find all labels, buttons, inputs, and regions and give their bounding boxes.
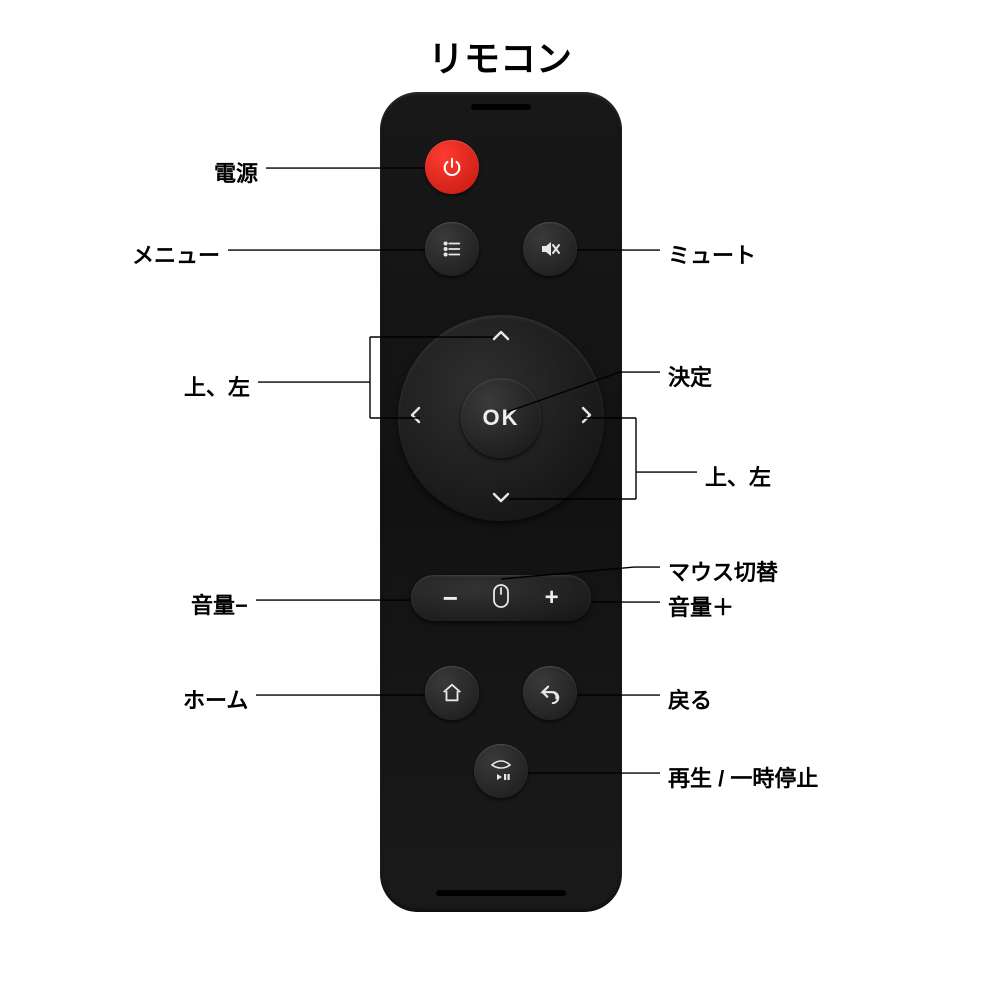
volume-down-glyph: −	[425, 583, 476, 614]
label-voldown: 音量−	[191, 588, 248, 620]
mouse-icon	[476, 583, 527, 614]
dpad-left-icon	[408, 405, 422, 431]
label-home: ホーム	[183, 683, 248, 715]
label-upleft-right: 上、左	[705, 460, 771, 492]
label-ok: 決定	[668, 360, 712, 392]
playpause-3d-icon	[487, 757, 515, 785]
dpad-up-icon	[491, 325, 511, 348]
ok-button[interactable]: OK	[461, 378, 541, 458]
power-icon	[441, 156, 463, 178]
page-title: リモコン	[0, 30, 1000, 82]
label-upleft-left: 上、左	[184, 370, 250, 402]
label-volup: 音量＋	[668, 590, 734, 622]
dpad-right-icon	[580, 405, 594, 431]
mute-button[interactable]	[523, 222, 577, 276]
back-icon	[539, 682, 561, 704]
ir-window	[471, 104, 531, 110]
dpad-down-icon	[491, 488, 511, 511]
volume-up-glyph: +	[526, 584, 577, 612]
label-menu: メニュー	[132, 238, 220, 270]
home-button[interactable]	[425, 666, 479, 720]
volume-mouse-rocker[interactable]: − +	[411, 575, 591, 621]
menu-icon	[441, 238, 463, 260]
label-mute: ミュート	[668, 238, 756, 270]
power-button[interactable]	[425, 140, 479, 194]
home-icon	[441, 682, 463, 704]
dpad[interactable]: OK	[398, 315, 604, 521]
mute-icon	[538, 237, 562, 261]
label-mouse: マウス切替	[668, 555, 778, 587]
label-power: 電源	[214, 156, 258, 188]
label-back: 戻る	[668, 683, 712, 715]
back-button[interactable]	[523, 666, 577, 720]
play-pause-button[interactable]	[474, 744, 528, 798]
menu-button[interactable]	[425, 222, 479, 276]
bottom-groove	[436, 890, 566, 896]
label-play: 再生 / 一時停止	[668, 761, 818, 793]
